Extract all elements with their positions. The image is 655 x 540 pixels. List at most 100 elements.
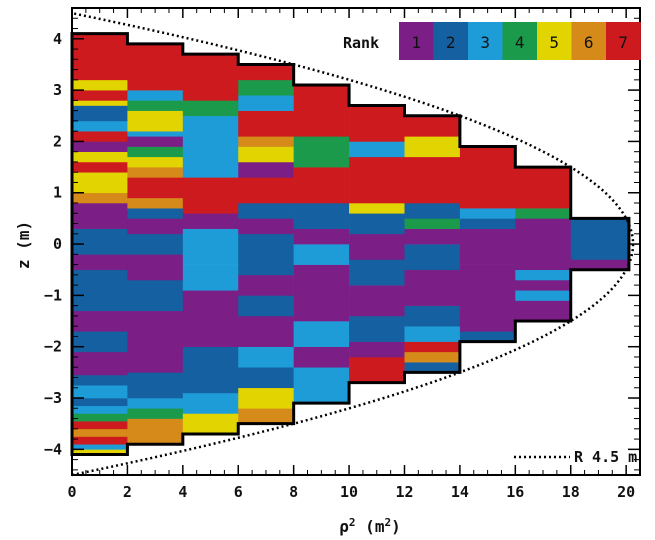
cell-col3-seg6 bbox=[238, 274, 294, 296]
cell-col2-seg9 bbox=[182, 177, 239, 214]
cell-col1-seg7 bbox=[127, 310, 184, 332]
cell-col7-seg6 bbox=[459, 146, 516, 209]
cell-col5-seg6 bbox=[349, 233, 405, 260]
r45-reference-curve bbox=[71, 11, 635, 477]
y-tick-label: −4 bbox=[44, 440, 62, 458]
cell-col2-seg6 bbox=[182, 264, 239, 291]
x-tick-label: 20 bbox=[617, 483, 635, 501]
cell-col0-seg4 bbox=[72, 421, 128, 430]
cell-col0-seg18 bbox=[72, 172, 128, 194]
cell-col3-seg3 bbox=[238, 346, 294, 368]
cell-col0-seg16 bbox=[72, 203, 128, 229]
cell-col5-seg4 bbox=[349, 285, 405, 317]
cell-col2-seg1 bbox=[182, 392, 239, 414]
cell-col3-seg15 bbox=[238, 95, 294, 111]
cell-col3-seg16 bbox=[238, 79, 294, 96]
annotation-r45: R 4.5 m bbox=[514, 448, 637, 466]
x-tick-label: 14 bbox=[451, 483, 469, 501]
cell-col3-seg14 bbox=[238, 110, 294, 137]
cell-col3-seg11 bbox=[238, 161, 294, 178]
cell-col6-seg1 bbox=[404, 351, 461, 363]
cell-col0-seg23 bbox=[72, 120, 128, 132]
y-axis-label: z (m) bbox=[14, 221, 33, 269]
legend-swatch-2 bbox=[433, 22, 469, 60]
cell-col3-seg7 bbox=[238, 233, 294, 276]
legend-swatch-1 bbox=[399, 22, 434, 60]
cell-col1-seg4 bbox=[127, 372, 184, 399]
cell-col1-seg22 bbox=[127, 90, 184, 101]
cell-col0-seg19 bbox=[72, 161, 128, 173]
cell-col4-seg6 bbox=[293, 244, 350, 265]
legend-swatch-5 bbox=[537, 22, 572, 60]
cell-col1-seg15 bbox=[127, 167, 184, 178]
cell-col0-seg14 bbox=[72, 254, 128, 271]
cell-col2-seg5 bbox=[182, 290, 239, 312]
cell-col5-seg2 bbox=[349, 341, 405, 358]
cell-col1-seg1 bbox=[127, 418, 184, 435]
cell-col0-seg12 bbox=[72, 310, 128, 332]
cell-col1-seg6 bbox=[127, 331, 184, 358]
legend-swatch-4 bbox=[502, 22, 538, 60]
cell-col3-seg8 bbox=[238, 218, 294, 235]
cell-col0-seg24 bbox=[72, 105, 128, 122]
cell-col1-seg20 bbox=[127, 110, 184, 132]
cell-col6-seg6 bbox=[404, 244, 461, 271]
legend-label-6: 6 bbox=[584, 33, 594, 52]
cell-col1-seg14 bbox=[127, 177, 184, 199]
cell-col1-seg11 bbox=[127, 218, 184, 235]
cell-col0-seg20 bbox=[72, 151, 128, 163]
cell-col0-seg8 bbox=[72, 385, 128, 399]
cell-col0-seg25 bbox=[72, 100, 128, 106]
y-tick-label: −3 bbox=[44, 389, 62, 407]
cell-col3-seg4 bbox=[238, 315, 294, 347]
cell-col2-seg8 bbox=[182, 213, 239, 229]
cell-col6-seg5 bbox=[404, 269, 461, 306]
cell-col1-seg3 bbox=[127, 398, 184, 409]
cell-col0-seg10 bbox=[72, 351, 128, 376]
legend-label-3: 3 bbox=[480, 33, 490, 52]
cell-col9-seg1 bbox=[570, 218, 630, 260]
y-tick-label: 2 bbox=[53, 132, 62, 150]
cell-col4-seg4 bbox=[293, 295, 350, 322]
cell-col0-seg11 bbox=[72, 331, 128, 353]
cell-col8-seg6 bbox=[515, 167, 572, 209]
annotation-label: R 4.5 m bbox=[574, 448, 637, 466]
cell-col1-seg21 bbox=[127, 100, 184, 111]
cell-col0-seg6 bbox=[72, 405, 128, 414]
legend-label-7: 7 bbox=[618, 33, 628, 52]
legend-swatch-7 bbox=[606, 22, 641, 60]
cell-col4-seg3 bbox=[293, 321, 350, 347]
cell-col6-seg11 bbox=[404, 136, 461, 158]
cell-col0-seg2 bbox=[72, 436, 128, 445]
cell-col8-seg5 bbox=[515, 208, 572, 219]
cell-col1-seg5 bbox=[127, 356, 184, 373]
x-axis-ticks: 0 2 4 6 8 10 12 14 16 18 20 bbox=[67, 8, 635, 501]
cell-col6-seg4 bbox=[404, 305, 461, 327]
plot-frame bbox=[71, 7, 641, 476]
cell-col0-seg5 bbox=[72, 413, 128, 422]
cell-col0-seg27 bbox=[72, 79, 128, 91]
cell-col2-seg2 bbox=[182, 377, 239, 394]
cell-col7-seg3 bbox=[459, 228, 516, 265]
cell-col3-seg13 bbox=[238, 136, 294, 147]
cell-col1-seg23 bbox=[127, 43, 184, 91]
cell-col5-seg0 bbox=[349, 372, 405, 383]
cell-col2-seg4 bbox=[182, 310, 239, 347]
cell-col3-seg10 bbox=[238, 177, 294, 204]
cell-col0-seg15 bbox=[72, 228, 128, 255]
cell-col4-seg11 bbox=[293, 110, 350, 137]
x-axis-label: ρ2 (m2) bbox=[339, 516, 400, 536]
cell-col5-seg8 bbox=[349, 203, 405, 214]
x-tick-label: 6 bbox=[234, 483, 243, 501]
cell-col0-seg1 bbox=[72, 444, 128, 450]
cell-col3-seg5 bbox=[238, 295, 294, 317]
cell-col6-seg12 bbox=[404, 115, 461, 137]
cell-col2-seg7 bbox=[182, 228, 239, 265]
cell-col6-seg8 bbox=[404, 218, 461, 229]
cell-col6-seg2 bbox=[404, 341, 461, 353]
cell-col8-seg4 bbox=[515, 218, 572, 271]
x-tick-label: 2 bbox=[123, 483, 132, 501]
cell-col6-seg7 bbox=[404, 228, 461, 245]
cell-col5-seg11 bbox=[349, 105, 405, 142]
cell-col1-seg13 bbox=[127, 197, 184, 209]
